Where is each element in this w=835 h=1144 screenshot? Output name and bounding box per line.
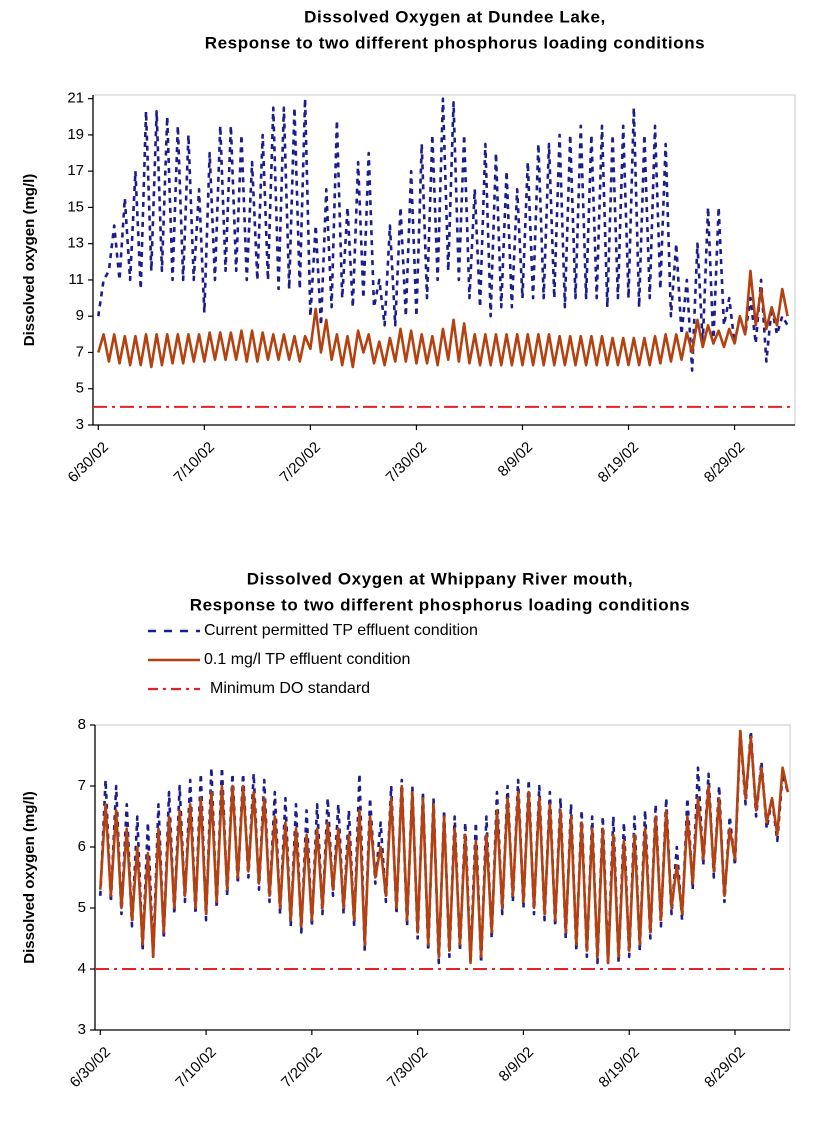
y-axis-label: Dissolved oxygen (mg/l) [21,791,38,964]
y-tick-label: 13 [67,235,84,252]
series-line [97,97,789,372]
y-tick-label: 4 [78,960,86,977]
x-tick-label: 7/30/02 [383,439,430,486]
y-tick-label: 5 [76,380,84,397]
y-tick-label: 17 [67,162,84,179]
y-tick-label: 8 [78,716,86,733]
y-tick-label: 3 [78,1021,86,1038]
x-tick-label: 8/29/02 [701,439,748,486]
legend-label: Current permitted TP effluent condition [204,622,478,639]
y-tick-label: 21 [67,90,84,107]
y-tick-label: 11 [68,271,84,288]
x-tick-label: 7/10/02 [172,1044,219,1091]
y-tick-label: 19 [67,126,84,143]
chart-title: Dissolved Oxygen at Whippany River mouth… [247,569,633,588]
legend-label: Minimum DO standard [210,680,370,697]
series-line [97,269,789,369]
x-tick-label: 8/19/02 [595,1044,642,1091]
y-tick-label: 3 [76,416,84,433]
x-tick-label: 8/9/02 [496,1044,538,1086]
chart: Dissolved Oxygen at Dundee Lake, Response… [21,7,796,486]
x-tick-label: 7/30/02 [384,1044,431,1091]
y-tick-label: 7 [78,777,86,794]
x-tick-label: 6/30/02 [67,1044,114,1091]
y-tick-label: 5 [78,899,86,916]
y-axis-label: Dissolved oxygen (mg/l) [21,174,38,347]
y-tick-label: 6 [78,838,86,855]
x-tick-label: 8/29/02 [701,1044,748,1091]
chart: Dissolved Oxygen at Whippany River mouth… [21,569,791,1091]
plot-frame [92,94,796,426]
y-tick-label: 7 [76,343,84,360]
series-line [98,729,790,965]
x-tick-label: 7/10/02 [171,439,218,486]
x-tick-label: 7/20/02 [278,1044,325,1091]
legend-label: 0.1 mg/l TP effluent condition [204,651,410,668]
x-tick-label: 8/19/02 [595,439,642,486]
chart-subtitle: Response to two different phosphorus loa… [205,33,706,52]
y-tick-label: 9 [76,307,84,324]
x-tick-label: 7/20/02 [277,439,324,486]
chart-subtitle: Response to two different phosphorus loa… [190,595,691,614]
y-tick-label: 15 [67,198,84,215]
x-tick-label: 6/30/02 [65,439,112,486]
chart-title: Dissolved Oxygen at Dundee Lake, [304,7,606,26]
x-tick-label: 8/9/02 [495,439,537,481]
